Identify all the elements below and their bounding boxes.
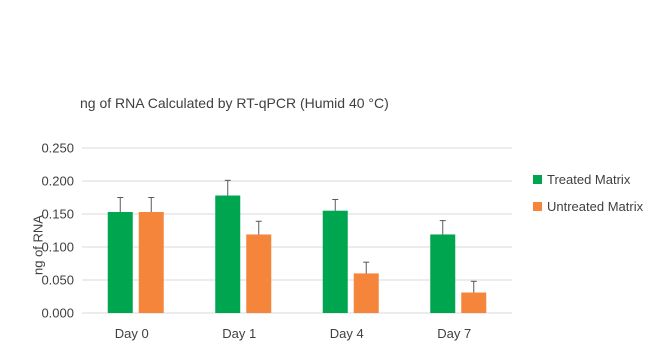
y-axis-label: ng of RNA <box>30 215 46 275</box>
y-tick-label-0-200: 0.200 <box>41 174 74 189</box>
bar-untreated-matrix-day-4 <box>353 273 379 313</box>
y-tick-label-0-050: 0.050 <box>41 273 74 288</box>
y-tick-label-0-250: 0.250 <box>41 141 74 156</box>
bar-treated-matrix-day-0 <box>107 212 133 313</box>
x-tick-label-day-1: Day 1 <box>222 326 256 341</box>
y-tick-label-0-100: 0.100 <box>41 240 74 255</box>
chart-title: ng of RNA Calculated by RT-qPCR (Humid 4… <box>80 95 389 111</box>
bar-untreated-matrix-day-7 <box>461 292 487 313</box>
x-tick-label-day-4: Day 4 <box>330 326 364 341</box>
legend-swatch-untreated <box>533 202 542 211</box>
x-tick-label-day-0: Day 0 <box>115 326 149 341</box>
bar-treated-matrix-day-4 <box>322 210 348 313</box>
y-tick-label-0-150: 0.150 <box>41 207 74 222</box>
bar-treated-matrix-day-7 <box>430 234 456 313</box>
legend-label-untreated: Untreated Matrix <box>547 199 644 214</box>
legend-label-treated: Treated Matrix <box>547 172 631 187</box>
x-tick-label-day-7: Day 7 <box>437 326 471 341</box>
legend-swatch-treated <box>533 175 542 184</box>
bar-untreated-matrix-day-0 <box>138 212 164 313</box>
bar-treated-matrix-day-1 <box>215 195 241 313</box>
legend-item-untreated: Untreated Matrix <box>533 193 643 220</box>
legend: Treated Matrix Untreated Matrix <box>533 166 643 220</box>
bar-untreated-matrix-day-1 <box>246 234 272 313</box>
y-tick-label-0-000: 0.000 <box>41 306 74 321</box>
legend-item-treated: Treated Matrix <box>533 166 643 193</box>
